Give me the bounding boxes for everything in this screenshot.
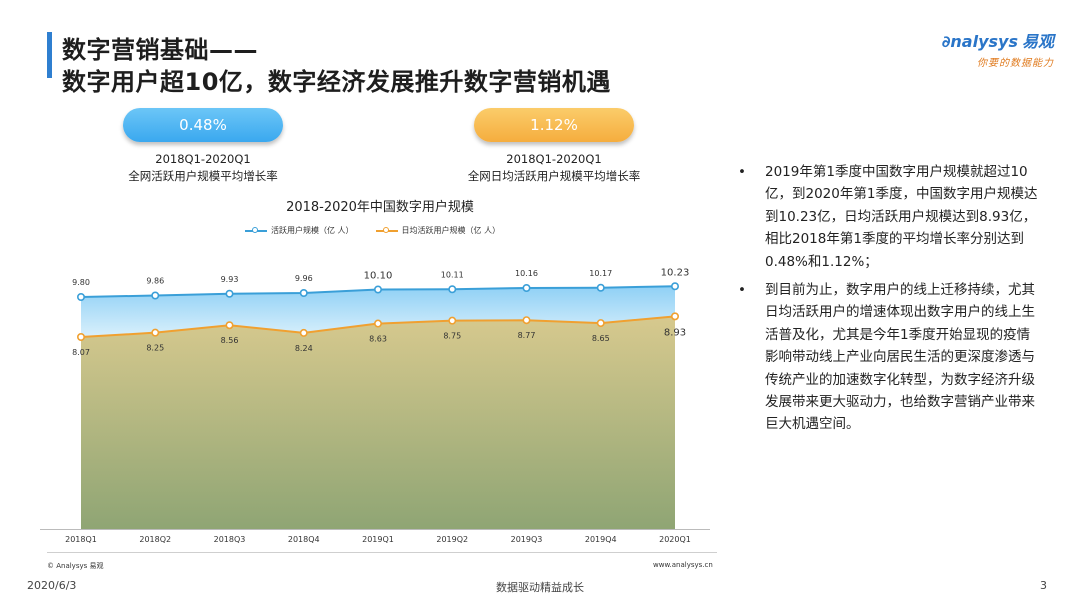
data-point-daily bbox=[299, 328, 308, 337]
data-point-active bbox=[151, 291, 160, 300]
data-label-daily: 8.07 bbox=[72, 348, 90, 357]
legend-line-marker bbox=[245, 226, 267, 233]
bullet-item: 到目前为止，数字用户的线上迁移持续，尤其日均活跃用户的增速体现出数字用户的线上生… bbox=[738, 279, 1038, 436]
plot-area: 9.80 9.86 9.93 9.96 10.10 10.11 10.16 10.17 10.2… bbox=[40, 267, 710, 544]
stat-pill-daily-users: 1.12% bbox=[474, 108, 634, 142]
data-point-daily bbox=[448, 316, 457, 325]
data-label-active: 9.93 bbox=[221, 275, 239, 284]
data-label-daily: 8.24 bbox=[295, 344, 313, 353]
x-tick-label: 2018Q4 bbox=[288, 535, 320, 544]
footer-tagline: 数据驱动精益成长 bbox=[496, 581, 584, 594]
x-tick-label: 2019Q1 bbox=[362, 535, 394, 544]
stat-label-active-users: 2018Q1-2020Q1 全网活跃用户规模平均增长率 bbox=[103, 151, 303, 185]
data-label-active: 9.86 bbox=[146, 277, 164, 286]
footer-date: 2020/6/3 bbox=[27, 579, 77, 592]
x-tick-label: 2019Q2 bbox=[436, 535, 468, 544]
data-label-active: 10.10 bbox=[364, 271, 393, 282]
stat-desc: 全网日均活跃用户规模平均增长率 bbox=[467, 169, 641, 183]
stat-pill-active-users: 0.48% bbox=[123, 108, 283, 142]
stat-period: 2018Q1-2020Q1 bbox=[155, 152, 251, 166]
data-label-daily: 8.93 bbox=[664, 327, 686, 338]
data-label-active: 10.23 bbox=[661, 267, 690, 278]
page-title-line2: 数字用户超10亿，数字经济发展推升数字营销机遇 bbox=[62, 68, 611, 96]
divider bbox=[47, 552, 717, 553]
x-tick-label: 2020Q1 bbox=[659, 535, 691, 544]
x-tick-label: 2018Q3 bbox=[214, 535, 246, 544]
data-point-active bbox=[373, 285, 382, 294]
source-note: © Analysys 易观 bbox=[47, 562, 104, 570]
data-label-daily: 8.65 bbox=[592, 334, 610, 343]
data-point-daily bbox=[77, 332, 86, 341]
data-label-daily: 8.77 bbox=[518, 331, 536, 340]
data-label-daily: 8.75 bbox=[443, 332, 461, 341]
x-tick-label: 2019Q3 bbox=[511, 535, 543, 544]
daily-users-area bbox=[81, 316, 675, 529]
data-label-active: 10.11 bbox=[441, 270, 464, 279]
data-point-active bbox=[596, 283, 605, 292]
page-number: 3 bbox=[1040, 579, 1047, 592]
page-title-line1: 数字营销基础—— bbox=[62, 36, 258, 64]
data-point-active bbox=[299, 288, 308, 297]
x-tick-label: 2018Q1 bbox=[65, 535, 97, 544]
data-point-daily bbox=[522, 316, 531, 325]
data-point-active bbox=[77, 292, 86, 301]
x-tick-label: 2019Q4 bbox=[585, 535, 617, 544]
data-point-active bbox=[448, 285, 457, 294]
stat-period: 2018Q1-2020Q1 bbox=[506, 152, 602, 166]
data-label-active: 10.16 bbox=[515, 269, 538, 278]
logo-brand: nalysys bbox=[950, 32, 1018, 51]
logo-slogan: 你要的数据能力 bbox=[977, 58, 1054, 69]
bullet-item: 2019年第1季度中国数字用户规模就超过10亿，到2020年第1季度，中国数字用… bbox=[738, 161, 1038, 273]
data-label-active: 9.80 bbox=[72, 278, 90, 287]
website-link[interactable]: www.analysys.cn bbox=[653, 561, 713, 569]
data-label-daily: 8.56 bbox=[221, 336, 239, 345]
chart-title: 2018-2020年中国数字用户规模 bbox=[286, 200, 474, 215]
x-tick-label: 2018Q2 bbox=[139, 535, 171, 544]
data-point-daily bbox=[373, 319, 382, 328]
data-label-daily: 8.63 bbox=[369, 335, 387, 344]
analysys-logo: ∂nalysys 易观 你要的数据能力 bbox=[924, 28, 1054, 69]
stat-desc: 全网活跃用户规模平均增长率 bbox=[128, 169, 278, 183]
chart-legend: 活跃用户规模（亿 人） 日均活跃用户规模（亿 人） bbox=[245, 225, 522, 236]
data-point-daily bbox=[670, 312, 679, 321]
stat-label-daily-users: 2018Q1-2020Q1 全网日均活跃用户规模平均增长率 bbox=[440, 151, 668, 185]
data-label-active: 9.96 bbox=[295, 274, 313, 283]
logo-brand-cn: 易观 bbox=[1021, 32, 1054, 51]
data-point-active bbox=[522, 283, 531, 292]
data-label-active: 10.17 bbox=[589, 269, 612, 278]
legend-item-active: 活跃用户规模（亿 人） bbox=[245, 225, 354, 236]
data-point-daily bbox=[151, 328, 160, 337]
data-point-daily bbox=[225, 321, 234, 330]
title-accent-bar bbox=[47, 32, 52, 78]
data-label-daily: 8.25 bbox=[146, 344, 164, 353]
legend-label: 日均活跃用户规模（亿 人） bbox=[401, 226, 501, 235]
data-point-active bbox=[225, 289, 234, 298]
bullet-list: 2019年第1季度中国数字用户规模就超过10亿，到2020年第1季度，中国数字用… bbox=[738, 161, 1038, 442]
legend-label: 活跃用户规模（亿 人） bbox=[271, 226, 354, 235]
data-point-active bbox=[670, 282, 679, 291]
logo-a-icon: ∂ bbox=[941, 32, 951, 51]
legend-line-marker bbox=[375, 226, 398, 233]
legend-item-daily: 日均活跃用户规模（亿 人） bbox=[375, 225, 501, 236]
data-point-daily bbox=[596, 319, 605, 328]
